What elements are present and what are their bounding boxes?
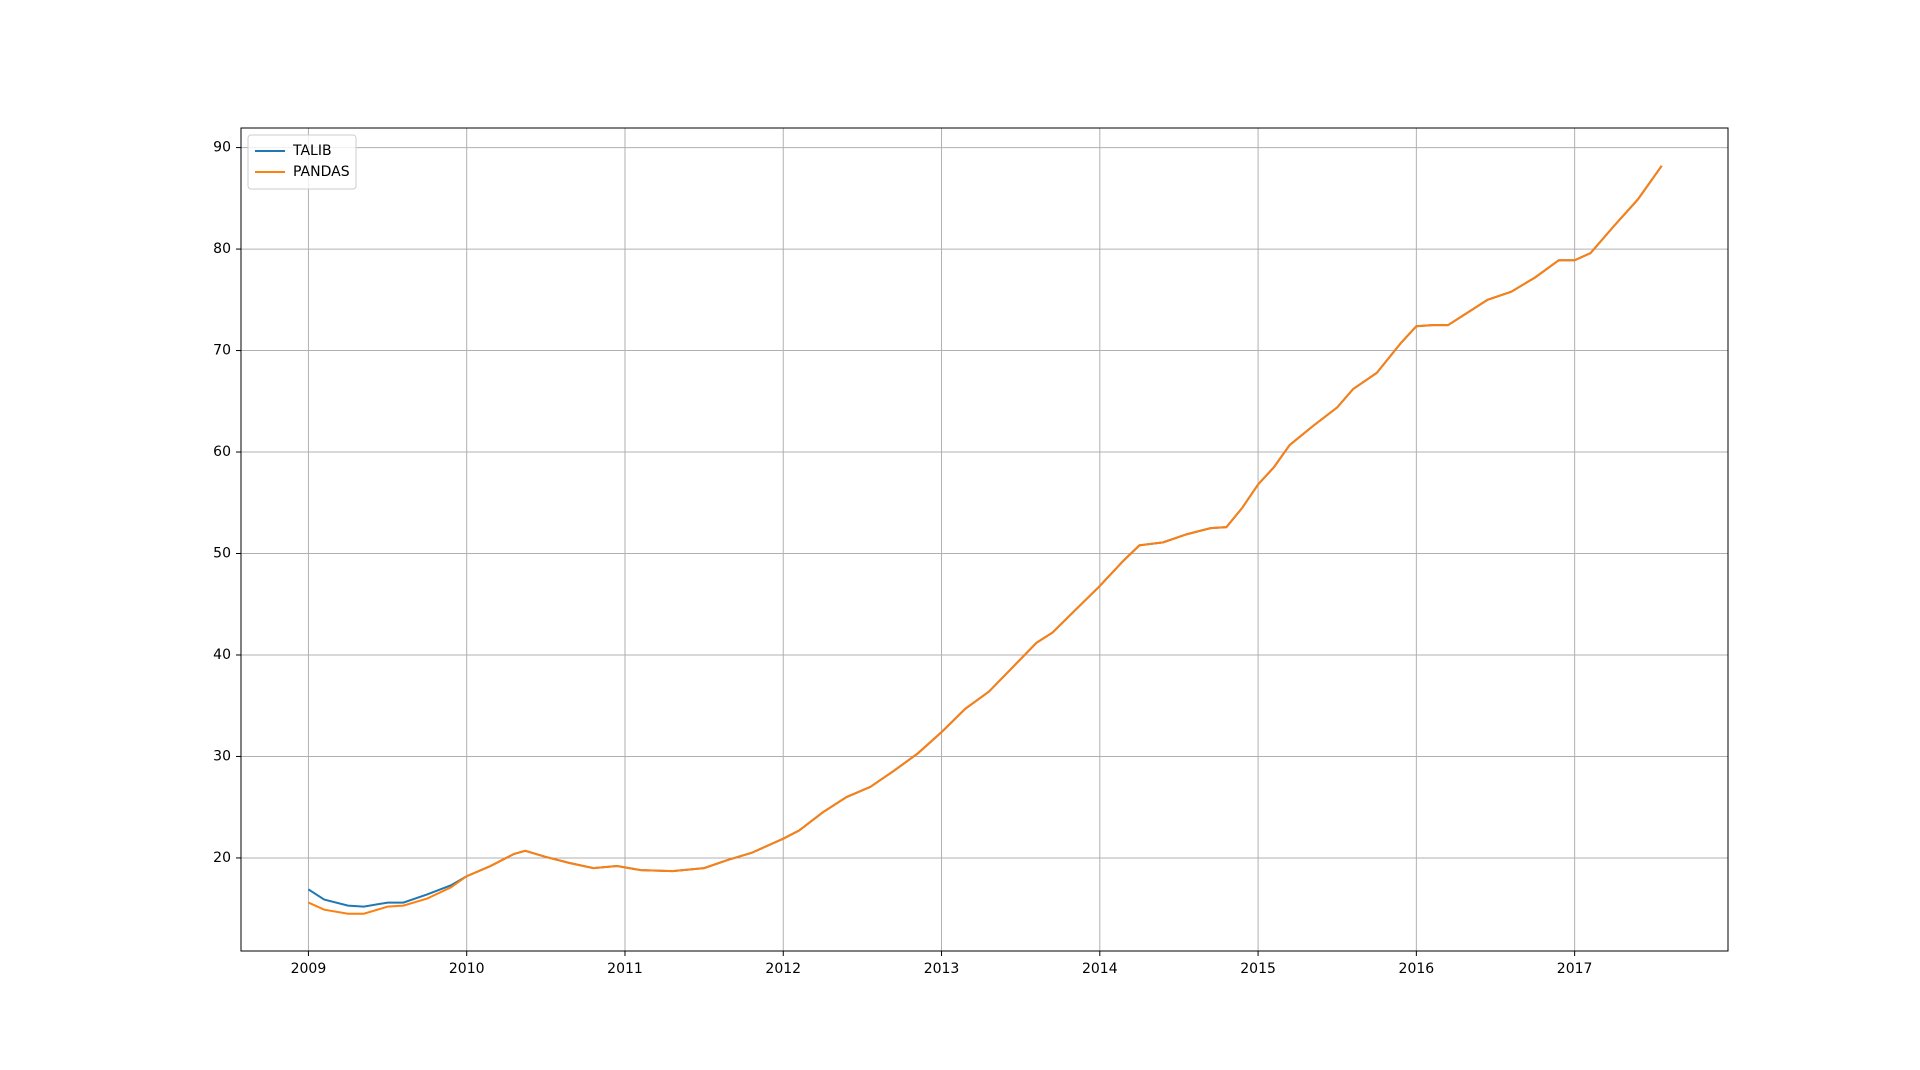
legend-box bbox=[247, 134, 357, 190]
x-tick-label: 2016 bbox=[1399, 961, 1435, 977]
x-tick-label: 2009 bbox=[291, 961, 327, 977]
legend-label: TALIB bbox=[292, 143, 332, 159]
y-tick-label: 90 bbox=[213, 140, 231, 156]
legend-label: PANDAS bbox=[293, 164, 350, 180]
series-line bbox=[308, 165, 1663, 915]
y-tick-label: 70 bbox=[213, 343, 231, 359]
plot-frame bbox=[240, 127, 1729, 952]
y-tick-label: 60 bbox=[213, 444, 231, 460]
x-tick-label: 2011 bbox=[607, 961, 643, 977]
series-line bbox=[307, 165, 1663, 908]
x-tick-label: 2017 bbox=[1557, 961, 1593, 977]
x-tick-label: 2012 bbox=[765, 961, 801, 977]
y-tick-label: 80 bbox=[213, 241, 231, 257]
x-tick-label: 2010 bbox=[449, 961, 485, 977]
y-tick-label: 20 bbox=[213, 850, 231, 866]
x-tick-label: 2014 bbox=[1082, 961, 1118, 977]
y-tick-label: 30 bbox=[213, 748, 231, 764]
y-tick-label: 40 bbox=[213, 647, 231, 663]
x-tick-label: 2015 bbox=[1240, 961, 1276, 977]
x-tick-label: 2013 bbox=[924, 961, 960, 977]
y-tick-label: 50 bbox=[213, 546, 231, 562]
